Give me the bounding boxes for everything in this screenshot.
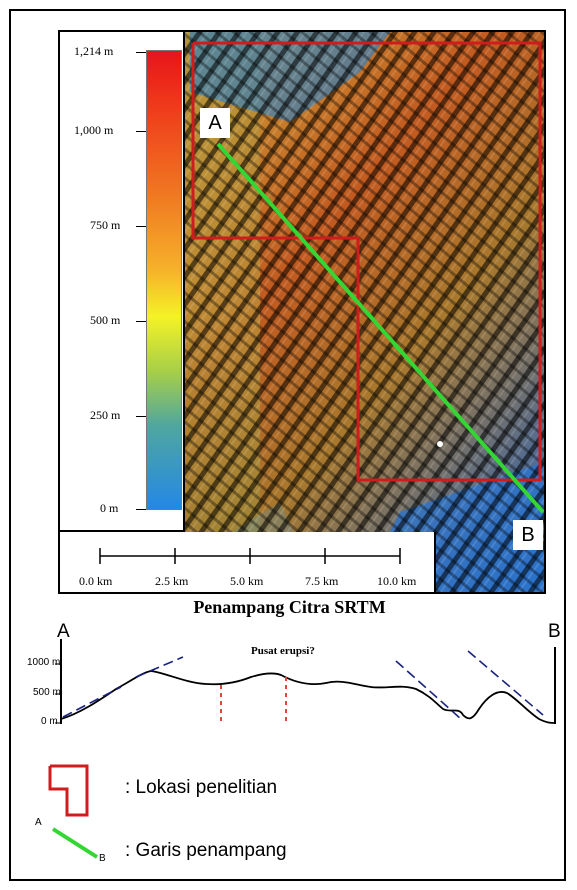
- eruption-center-annotation: Pusat erupsi?: [251, 645, 315, 657]
- colorbar-label-250: 250 m: [90, 408, 121, 422]
- profile-title: Penampang Citra SRTM: [193, 597, 386, 617]
- legend-section-line-text: : Garis penampang: [125, 840, 287, 861]
- srtm-map: A B 1,214 m 1,000 m 750 m 500 m 250 m 0 …: [58, 30, 546, 594]
- elevation-colorbar: [146, 50, 182, 510]
- colorbar-label-max: 1,214 m: [74, 44, 114, 58]
- scale-label-7-5: 7.5 km: [305, 574, 339, 588]
- scale-label-5: 5.0 km: [230, 574, 264, 588]
- colorbar-label-500: 500 m: [90, 313, 121, 327]
- legend-line-end: B: [99, 853, 106, 864]
- study-area-outline: [191, 41, 542, 482]
- profile-y-label-1000: 1000 m: [27, 657, 61, 668]
- point-a-label: A: [200, 108, 230, 138]
- elevation-profile: [55, 639, 556, 724]
- profile-y-label-0: 0 m: [41, 716, 58, 727]
- colorbar-label-0: 0 m: [100, 501, 119, 515]
- bright-spot: [437, 441, 443, 447]
- scale-label-10: 10.0 km: [377, 574, 417, 588]
- legend-study-area-text: : Lokasi penelitian: [125, 777, 278, 798]
- section-line: [216, 142, 544, 514]
- section-line-legend-icon: [51, 827, 99, 859]
- profile-y-label-500: 500 m: [33, 687, 61, 698]
- figure-frame: A B 1,214 m 1,000 m 750 m 500 m 250 m 0 …: [9, 9, 566, 881]
- colorbar-label-1000: 1,000 m: [74, 123, 114, 137]
- legend-line-start: A: [35, 817, 42, 828]
- study-area-legend-icon: [48, 764, 89, 817]
- scale-label-2-5: 2.5 km: [155, 574, 189, 588]
- scale-bar: 0.0 km 2.5 km 5.0 km 7.5 km 10.0 km: [60, 532, 436, 592]
- scale-label-0: 0.0 km: [79, 574, 113, 588]
- point-b-label: B: [513, 520, 543, 550]
- profile-start-label: A: [57, 621, 70, 642]
- elevation-legend: 1,214 m 1,000 m 750 m 500 m 250 m 0 m: [60, 32, 185, 532]
- profile-line: [60, 670, 556, 724]
- colorbar-label-750: 750 m: [90, 218, 121, 232]
- profile-end-label: B: [548, 621, 561, 642]
